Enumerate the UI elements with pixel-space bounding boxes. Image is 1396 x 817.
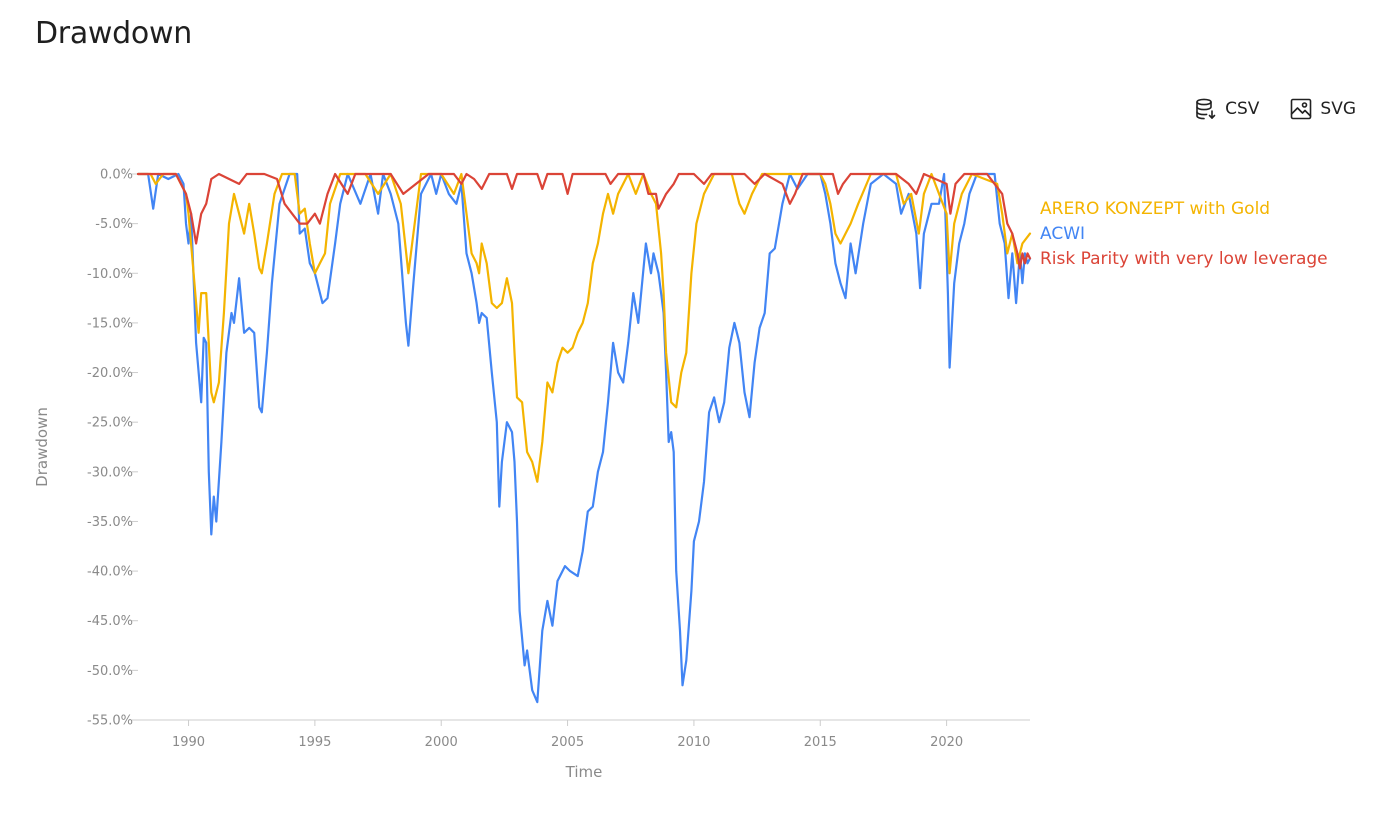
export-toolbar: CSV SVG <box>1194 97 1356 121</box>
series-line-arero-konzept-with-gold <box>136 172 1032 483</box>
csv-button-label: CSV <box>1225 99 1260 119</box>
y-tick-label: -50.0% <box>87 664 133 679</box>
y-tick-label: -30.0% <box>87 465 133 480</box>
legend-item-arero-konzept-with-gold[interactable]: ARERO KONZEPT with Gold <box>1040 199 1270 219</box>
y-axis-title: Drawdown <box>33 407 51 487</box>
series-line-risk-parity-with-very-low-leverage <box>136 172 1032 270</box>
x-tick-label: 2000 <box>425 735 458 750</box>
legend-item-risk-parity-with-very-low-leverage[interactable]: Risk Parity with very low leverage <box>1040 249 1328 269</box>
x-tick-label: 2015 <box>804 735 837 750</box>
y-tick-label: -10.0% <box>87 267 133 282</box>
svg-button-label: SVG <box>1320 99 1356 119</box>
x-tick-label: 2010 <box>677 735 710 750</box>
y-tick-label: -45.0% <box>87 614 133 629</box>
y-tick-label: 0.0% <box>100 168 133 183</box>
image-icon <box>1289 97 1313 121</box>
svg-download-button[interactable]: SVG <box>1289 97 1356 121</box>
x-tick-label: 2020 <box>930 735 963 750</box>
x-axis-title: Time <box>565 763 603 781</box>
y-tick-label: -35.0% <box>87 515 133 530</box>
legend-item-acwi[interactable]: ACWI <box>1040 224 1085 244</box>
y-tick-label: -15.0% <box>87 316 133 331</box>
y-axis: 0.0% -5.0% -10.0% -15.0% -20.0% -25.0% -30.0% -… <box>87 168 138 729</box>
x-tick-label: 2005 <box>551 735 584 750</box>
x-axis: 1990 1995 2000 2005 2010 2015 2020 <box>138 719 1030 750</box>
y-tick-label: -20.0% <box>87 366 133 381</box>
series-line-acwi <box>136 172 1032 704</box>
page-title: Drawdown <box>35 16 192 51</box>
legend: ARERO KONZEPT with Gold ACWI Risk Parity w… <box>1040 199 1328 269</box>
series-layer <box>136 172 1032 704</box>
y-tick-label: -40.0% <box>87 565 133 580</box>
x-tick-label: 1990 <box>172 735 205 750</box>
y-tick-label: -25.0% <box>87 416 133 431</box>
y-tick-label: -55.0% <box>87 714 133 729</box>
y-tick-label: -5.0% <box>95 217 133 232</box>
x-tick-label: 1995 <box>298 735 331 750</box>
database-download-icon <box>1194 97 1218 121</box>
csv-download-button[interactable]: CSV <box>1194 97 1259 121</box>
